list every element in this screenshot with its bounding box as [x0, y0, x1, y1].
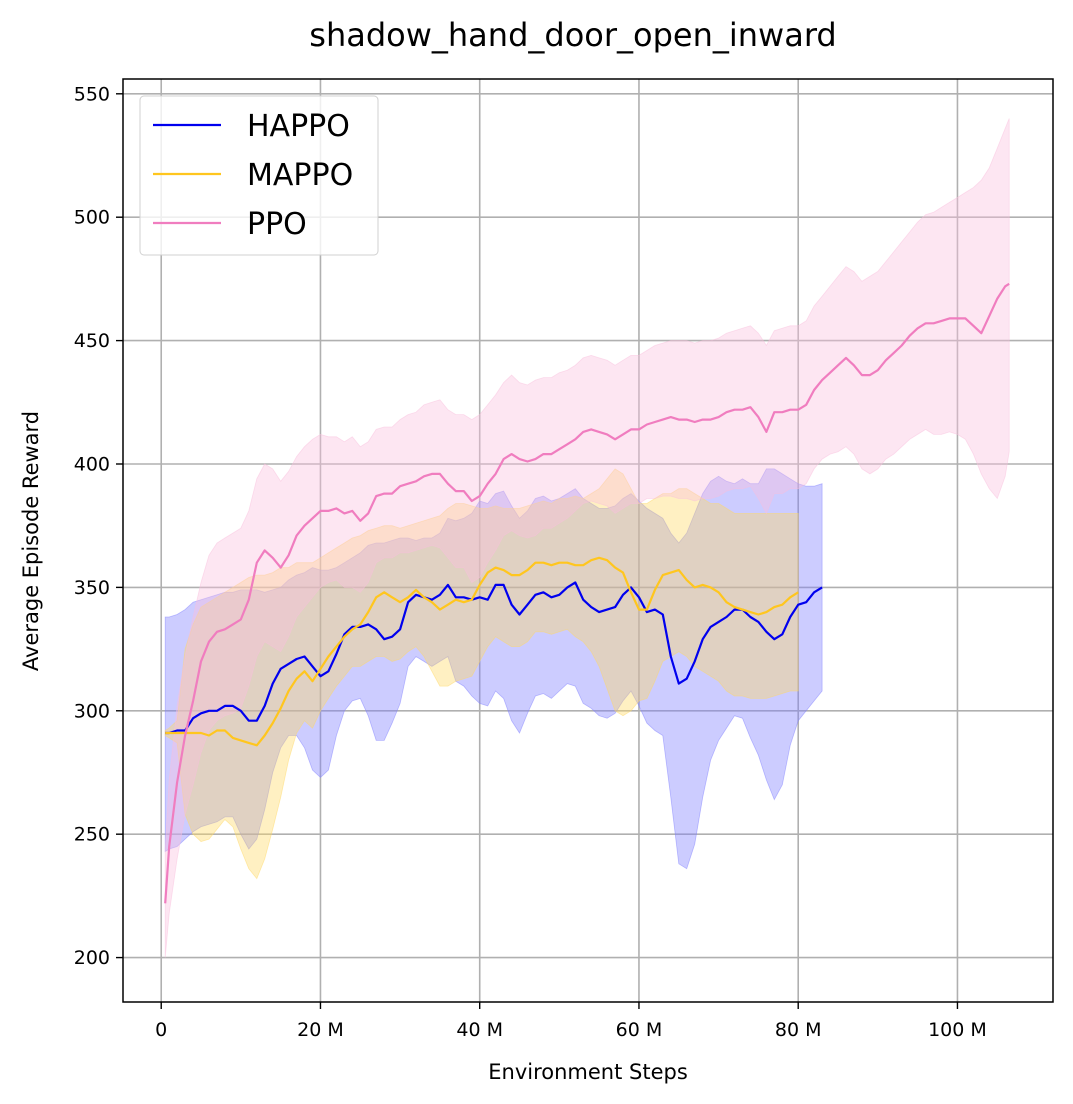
ppo-confidence-band	[164, 118, 1010, 958]
grid	[123, 79, 1053, 1002]
y-axis-ticks: 200 250 300 350 400 450 500 550	[74, 83, 123, 969]
x-tick-label: 20 M	[297, 1019, 344, 1041]
x-tick-label: 40 M	[456, 1019, 503, 1041]
plot-frame	[122, 78, 1054, 1003]
y-tick-label: 450	[74, 330, 110, 352]
x-axis-label: Environment Steps	[488, 1060, 688, 1084]
legend: HAPPO MAPPO PPO	[139, 95, 379, 256]
x-tick-label: 0	[155, 1019, 167, 1041]
x-tick-label: 60 M	[616, 1019, 663, 1041]
y-axis-label: Average Episode Reward	[19, 411, 43, 671]
mappo-confidence-band	[164, 468, 799, 880]
happo-series-line	[165, 581, 823, 735]
chart-title: shadow_hand_door_open_inward	[309, 16, 836, 54]
y-tick-label: 300	[74, 700, 110, 722]
legend-label-mappo: MAPPO	[247, 158, 353, 193]
confidence-bands	[164, 118, 1010, 958]
legend-box	[139, 95, 379, 256]
legend-label-happo: HAPPO	[247, 109, 350, 144]
y-tick-label: 550	[74, 83, 110, 105]
x-axis-ticks: 0 20 M 40 M 60 M 80 M 100 M	[155, 1002, 987, 1041]
legend-label-ppo: PPO	[247, 207, 307, 242]
y-tick-label: 250	[74, 824, 110, 846]
happo-confidence-band	[164, 468, 823, 870]
y-tick-label: 200	[74, 947, 110, 969]
y-tick-label: 350	[74, 577, 110, 599]
x-tick-label: 80 M	[775, 1019, 822, 1041]
mappo-series-line	[165, 556, 799, 747]
y-tick-label: 500	[74, 207, 110, 229]
y-tick-label: 400	[74, 453, 110, 475]
ppo-series-line	[164, 282, 1010, 904]
series-lines	[164, 282, 1010, 904]
x-tick-label: 100 M	[928, 1019, 987, 1041]
